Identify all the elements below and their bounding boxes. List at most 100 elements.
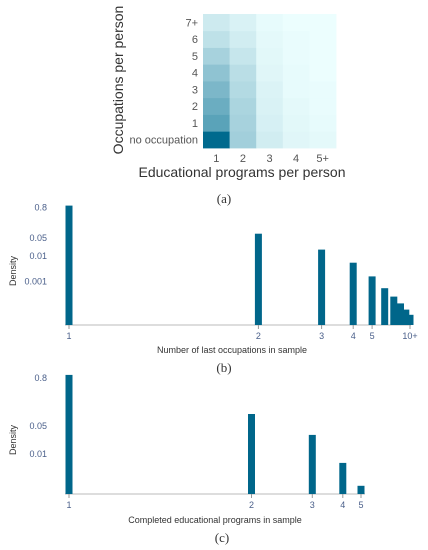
- y-tick-label: 0.01: [29, 251, 47, 261]
- education-density-panel: 1 2 3 4 5 0.8 0.05 0.01 Density Completed educ…: [8, 373, 365, 545]
- occupations-bar: [390, 296, 398, 325]
- x-tick-label: 10+: [402, 331, 417, 341]
- education-bars: [65, 374, 365, 494]
- occupations-bar: [406, 314, 414, 325]
- education-x-ticks: 1 2 3 4 5: [66, 494, 364, 510]
- y-tick-label: 0.05: [29, 421, 47, 431]
- heatmap-y-tick-labels: no occupation 1 2 3 4 5 6 7+: [130, 17, 199, 146]
- heatmap-cell: [256, 47, 284, 65]
- x-tick-label: 2: [256, 331, 261, 341]
- occupations-bar: [254, 233, 262, 325]
- heatmap-cell: [309, 81, 337, 99]
- heatmap-cell: [309, 64, 337, 82]
- heatmap-y-axis-label: Occupations per person: [110, 6, 126, 155]
- heatmap-cell: [256, 131, 284, 149]
- heatmap-cell: [309, 30, 337, 48]
- heatmap-cell: [256, 97, 284, 115]
- occupations-bar: [65, 205, 73, 325]
- y-tick-label: 0.05: [29, 233, 47, 243]
- heatmap-cell: [203, 47, 230, 65]
- heatmap-y-tick-label: 4: [192, 68, 198, 80]
- heatmap-cell: [229, 131, 257, 149]
- heatmap-cell: [282, 131, 310, 149]
- heatmap-cell: [282, 97, 310, 115]
- heatmap-cell: [229, 47, 257, 65]
- heatmap-cell: [256, 81, 284, 99]
- heatmap-y-tick-label: 6: [192, 34, 198, 46]
- panel-label-a: (a): [217, 191, 231, 206]
- heatmap-y-tick-label: 5: [192, 51, 198, 63]
- occupations-bar: [397, 303, 404, 325]
- heatmap-cell: [282, 81, 310, 99]
- x-tick-label: 4: [351, 331, 356, 341]
- x-tick-label: 2: [249, 500, 254, 510]
- education-bar: [248, 414, 255, 494]
- education-bar: [339, 462, 347, 494]
- heatmap-cell: [229, 64, 257, 82]
- occupations-bars: [65, 205, 414, 325]
- heatmap-y-tick-label: 3: [192, 84, 198, 96]
- heatmap-x-axis-label: Educational programs per person: [138, 164, 345, 180]
- heatmap-cell: [282, 114, 310, 132]
- heatmap-cell: [282, 30, 310, 48]
- heatmap-cell: [229, 81, 257, 99]
- heatmap-cell: [309, 47, 337, 65]
- education-bar: [357, 485, 365, 494]
- heatmap-cells: [203, 14, 337, 149]
- heatmap-cell: [256, 30, 284, 48]
- x-tick-label: 5: [358, 500, 363, 510]
- heatmap-cell: [309, 131, 337, 149]
- heatmap-cell: [282, 14, 310, 32]
- education-x-axis-label: Completed educational programs in sample: [128, 515, 302, 525]
- occupations-bar: [318, 249, 326, 325]
- occupations-density-panel: 1 2 3 4 5 10+ 0.8 0.05 0.01 0.001 Density Number…: [8, 203, 418, 376]
- x-tick-label: 4: [340, 500, 345, 510]
- heatmap-cell: [256, 64, 284, 82]
- heatmap-cell: [229, 97, 257, 115]
- heatmap-cell: [309, 97, 337, 115]
- heatmap-y-tick-label: 1: [192, 118, 198, 130]
- occupations-bar: [402, 309, 410, 325]
- occupations-bar: [349, 262, 357, 325]
- x-tick-label: 5: [370, 331, 375, 341]
- x-tick-label: 3: [319, 331, 324, 341]
- heatmap-cell: [203, 97, 230, 115]
- heatmap-cell: [229, 30, 257, 48]
- heatmap-x-tick-labels: 1 2 3 4 5+: [213, 153, 329, 165]
- education-bar: [65, 374, 73, 494]
- y-tick-label: 0.8: [34, 373, 47, 383]
- y-tick-label: 0.8: [34, 203, 47, 213]
- heatmap-cell: [203, 14, 230, 32]
- panel-label-b: (b): [216, 360, 231, 375]
- heatmap-cell: [256, 14, 284, 32]
- heatmap-cell: [282, 64, 310, 82]
- heatmap-cell: [229, 114, 257, 132]
- heatmap-x-tick-label: 4: [293, 153, 299, 165]
- heatmap-cell: [282, 47, 310, 65]
- heatmap-x-tick-label: 5+: [316, 153, 329, 165]
- heatmap-cell: [256, 114, 284, 132]
- heatmap-x-tick-label: 1: [213, 153, 219, 165]
- y-tick-label: 0.01: [29, 449, 47, 459]
- x-tick-label: 1: [66, 331, 71, 341]
- heatmap-cell: [309, 114, 337, 132]
- education-y-ticks: 0.8 0.05 0.01: [29, 373, 47, 459]
- occupations-x-axis-label: Number of last occupations in sample: [157, 345, 307, 355]
- occupations-bar: [368, 276, 376, 325]
- panel-label-c: (c): [215, 530, 229, 545]
- occupations-x-ticks: 1 2 3 4 5 10+: [66, 325, 418, 341]
- heatmap-x-tick-label: 3: [266, 153, 272, 165]
- heatmap-cell: [203, 64, 230, 82]
- heatmap-cell: [203, 114, 230, 132]
- x-tick-label: 1: [66, 500, 71, 510]
- x-tick-label: 3: [310, 500, 315, 510]
- heatmap-cell: [203, 81, 230, 99]
- y-tick-label: 0.001: [24, 277, 47, 287]
- education-y-axis-label: Density: [8, 424, 18, 455]
- heatmap-y-tick-label: 2: [192, 101, 198, 113]
- occupations-y-axis-label: Density: [8, 255, 18, 286]
- heatmap-y-tick-label: no occupation: [130, 135, 199, 147]
- occupations-y-ticks: 0.8 0.05 0.01 0.001: [24, 203, 47, 287]
- occupations-bar: [381, 288, 389, 325]
